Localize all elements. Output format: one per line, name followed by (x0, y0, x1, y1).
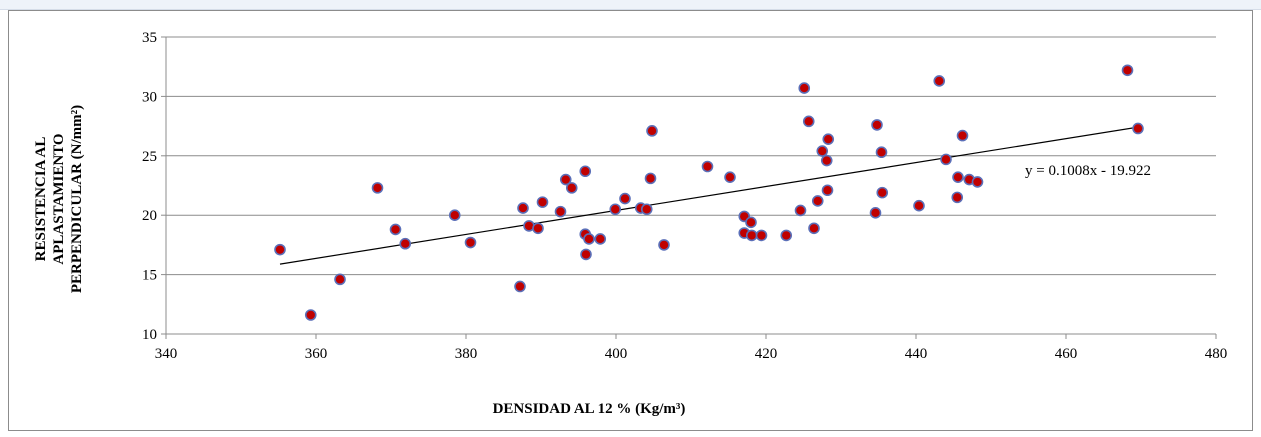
data-point (583, 233, 595, 245)
data-point (724, 171, 736, 183)
data-point (780, 229, 793, 242)
data-point (940, 153, 952, 166)
data-point (619, 192, 631, 205)
y-axis-title-line-1: RESISTENCIA AL (33, 137, 49, 262)
y-axis-title: RESISTENCIA AL APLASTAMIENTO PERPENDICUL… (33, 105, 85, 293)
y-tick-label: 35 (142, 30, 157, 46)
x-tick-label: 380 (455, 346, 478, 362)
data-point (554, 205, 567, 218)
x-tick-labels: 340 360 380 400 420 440 460 480 (155, 346, 1228, 362)
data-point (821, 184, 834, 197)
data-point (913, 199, 925, 212)
data-point (532, 222, 544, 235)
data-point (816, 145, 829, 157)
top-rule (0, 0, 1261, 10)
y-axis-title-line-3: PERPENDICULAR (N/mm²) (69, 105, 85, 293)
data-points (274, 64, 1144, 321)
x-tick-label: 480 (1205, 346, 1228, 362)
x-tick-label: 400 (605, 346, 628, 362)
data-point (820, 154, 833, 167)
data-point (1132, 122, 1144, 135)
data-point (875, 146, 888, 159)
data-point (933, 75, 946, 87)
data-point (536, 196, 549, 208)
data-point (517, 202, 529, 214)
data-point (701, 160, 714, 173)
data-point (371, 182, 384, 194)
data-point (808, 222, 820, 235)
data-point (579, 165, 592, 178)
y-tick-label: 30 (142, 89, 157, 105)
y-tick-label: 25 (142, 149, 157, 165)
x-tick-label: 420 (755, 346, 778, 362)
y-axis-title-line-2: APLASTAMIENTO (51, 133, 67, 264)
data-point (640, 203, 653, 216)
data-point (580, 248, 592, 261)
trendline-group (279, 126, 1139, 265)
data-point (644, 172, 657, 185)
gridlines (166, 36, 1216, 335)
x-tick-label: 360 (305, 346, 328, 362)
data-point (565, 182, 578, 194)
x-tick-label: 440 (905, 346, 928, 362)
x-axis-title: DENSIDAD AL 12 % (Kg/m³) (493, 401, 686, 417)
data-point (798, 82, 811, 94)
data-point (952, 171, 964, 183)
data-point (871, 119, 883, 131)
data-point (594, 233, 607, 245)
data-point (274, 243, 286, 256)
x-tick-label: 340 (155, 346, 178, 362)
data-point (794, 204, 807, 217)
data-point (971, 176, 984, 188)
data-point (745, 229, 758, 242)
data-point (389, 223, 402, 236)
trendline (279, 126, 1139, 265)
data-point (334, 273, 346, 286)
data-point (304, 309, 317, 321)
data-point (876, 186, 889, 199)
data-point (559, 173, 572, 186)
data-point (609, 203, 622, 216)
scatter-chart: 10 15 20 25 30 35 340 360 380 400 420 440 460 480 y … (33, 30, 1228, 417)
data-point (646, 125, 658, 137)
data-point (658, 239, 670, 251)
chart-frame: 10 15 20 25 30 35 340 360 380 400 420 440 460 480 y … (8, 10, 1253, 431)
data-point (811, 195, 824, 207)
data-point (464, 236, 477, 249)
data-point (399, 237, 412, 250)
data-point (1121, 64, 1134, 77)
data-point (755, 229, 768, 242)
data-point (802, 115, 815, 128)
data-point (956, 129, 969, 142)
data-point (745, 216, 757, 229)
data-point (869, 207, 882, 219)
data-point (951, 191, 964, 204)
x-tick-label: 460 (1055, 346, 1078, 362)
y-tick-labels: 10 15 20 25 30 35 (142, 30, 157, 343)
data-point (822, 133, 835, 145)
y-tick-label: 10 (142, 327, 157, 343)
trendline-equation-label: y = 0.1008x - 19.922 (1025, 163, 1151, 179)
data-point (514, 280, 526, 293)
y-tick-label: 15 (142, 268, 157, 284)
axes (161, 36, 1217, 339)
data-point (448, 209, 461, 221)
y-tick-label: 20 (142, 208, 157, 224)
